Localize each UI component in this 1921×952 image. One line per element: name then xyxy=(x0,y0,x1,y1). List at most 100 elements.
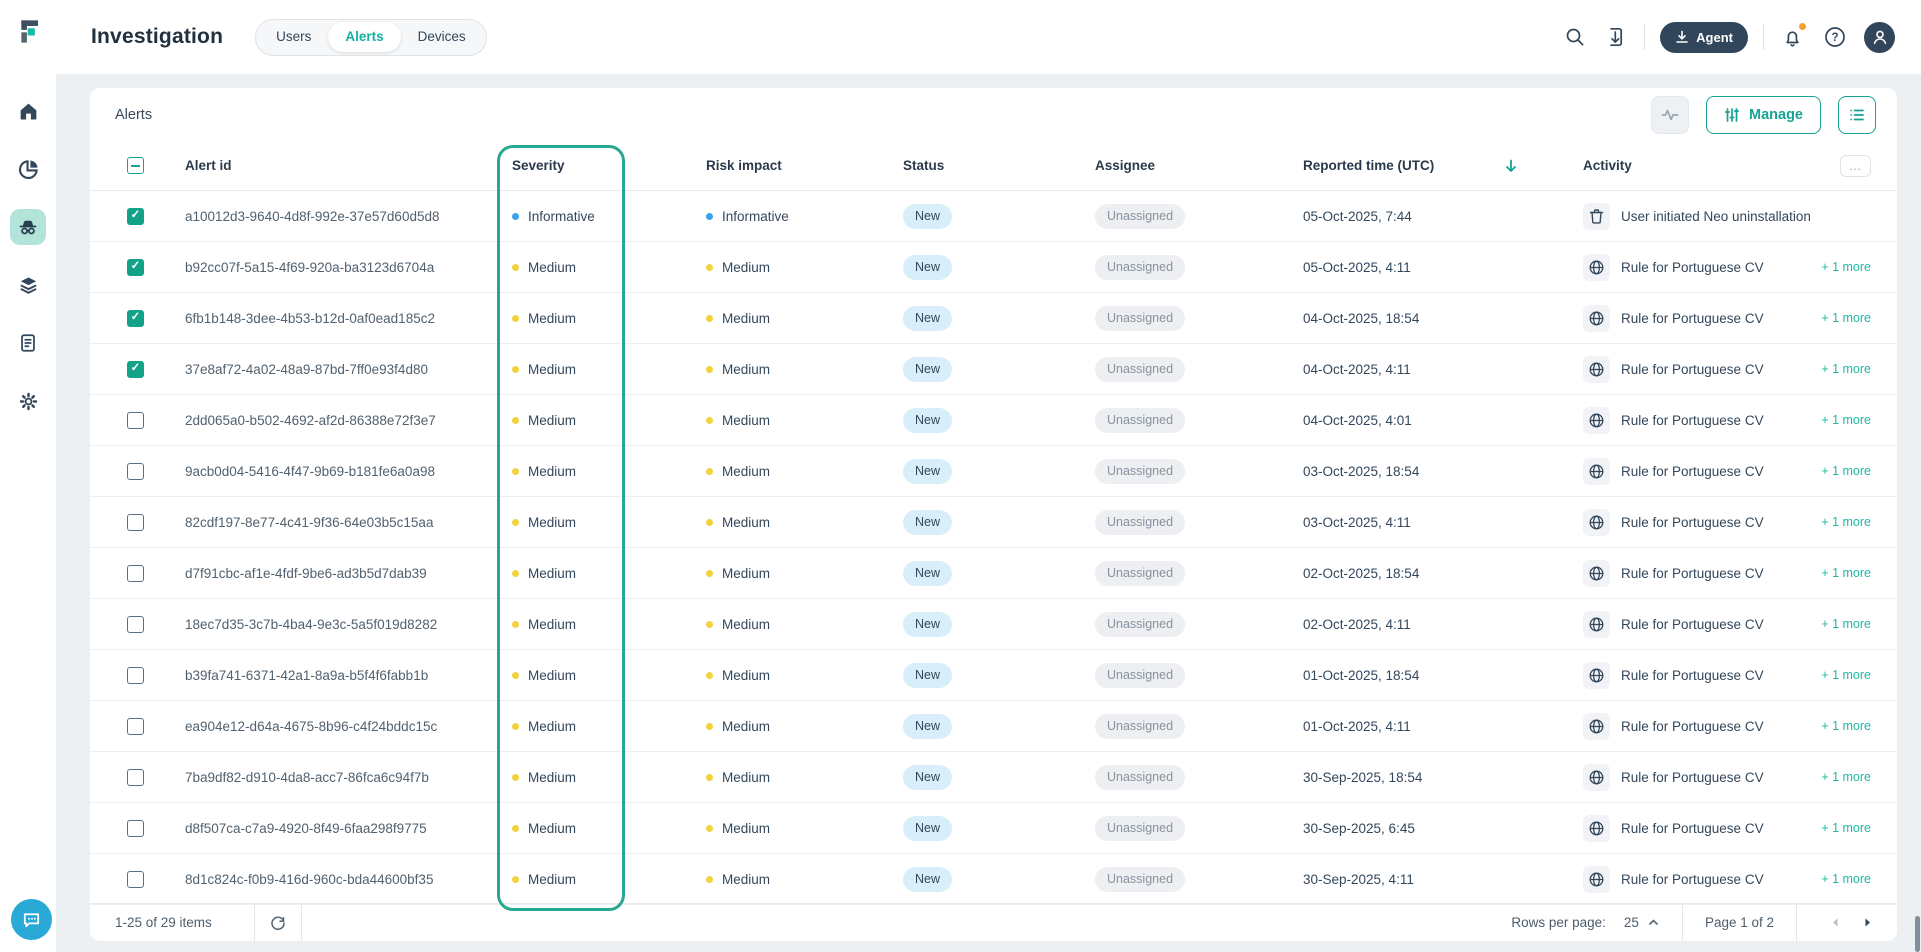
download-report-button[interactable] xyxy=(1603,24,1629,50)
row-checkbox[interactable] xyxy=(127,819,144,837)
reported-time: 02-Oct-2025, 4:11 xyxy=(1303,616,1411,632)
row-checkbox[interactable] xyxy=(127,309,144,327)
more-activities-link[interactable]: + 1 more xyxy=(1821,515,1871,529)
select-all-checkbox[interactable] xyxy=(127,157,144,174)
reported-time: 03-Oct-2025, 18:54 xyxy=(1303,463,1420,479)
notifications-button[interactable] xyxy=(1779,21,1807,51)
row-checkbox[interactable] xyxy=(127,411,144,429)
sidebar-item-home[interactable] xyxy=(10,93,46,129)
risk-impact-cell: Medium xyxy=(706,821,903,836)
risk-impact-dot xyxy=(706,773,713,781)
risk-impact-cell: Informative xyxy=(706,209,903,224)
row-checkbox[interactable] xyxy=(127,666,144,684)
severity-label: Medium xyxy=(528,310,577,326)
activity-pulse-button[interactable] xyxy=(1651,95,1689,134)
more-activities-link[interactable]: + 1 more xyxy=(1821,668,1871,682)
previous-page-button[interactable] xyxy=(1819,904,1851,941)
column-header-reported-time[interactable]: Reported time (UTC) xyxy=(1303,158,1435,173)
activity-text: Rule for Portuguese CV xyxy=(1621,769,1764,785)
column-header-activity[interactable]: Activity xyxy=(1583,158,1632,173)
status-badge: New xyxy=(903,611,953,637)
search-button[interactable] xyxy=(1562,24,1588,50)
more-activities-link[interactable]: + 1 more xyxy=(1821,566,1871,580)
column-header-assignee[interactable]: Assignee xyxy=(1095,158,1156,173)
table-row[interactable]: 8d1c824c-f0b9-416d-960c-bda44600bf35 Med… xyxy=(90,854,1897,905)
row-checkbox[interactable] xyxy=(127,768,144,786)
alert-id: 2dd065a0-b502-4692-af2d-86388e72f3e7 xyxy=(185,412,436,428)
more-activities-link[interactable]: + 1 more xyxy=(1821,770,1871,784)
more-activities-link[interactable]: + 1 more xyxy=(1821,311,1871,325)
column-header-risk-impact[interactable]: Risk impact xyxy=(706,158,782,173)
table-row[interactable]: 18ec7d35-3c7b-4ba4-9e3c-5a5f019d8282 Med… xyxy=(90,599,1897,650)
table-row[interactable]: 82cdf197-8e77-4c41-9f36-64e03b5c15aa Med… xyxy=(90,497,1897,548)
reported-time: 05-Oct-2025, 4:11 xyxy=(1303,259,1411,275)
table-row[interactable]: d8f507ca-c7a9-4920-8f49-6faa298f9775 Med… xyxy=(90,803,1897,854)
row-checkbox[interactable] xyxy=(127,258,144,276)
activity-text: Rule for Portuguese CV xyxy=(1621,616,1764,632)
sidebar-item-analytics[interactable] xyxy=(10,151,46,187)
column-header-status[interactable]: Status xyxy=(903,158,945,173)
table-row[interactable]: 2dd065a0-b502-4692-af2d-86388e72f3e7 Med… xyxy=(90,395,1897,446)
table-row[interactable]: d7f91cbc-af1e-4fdf-9be6-ad3b5d7dab39 Med… xyxy=(90,548,1897,599)
refresh-icon xyxy=(269,914,287,932)
sidebar-item-investigation[interactable] xyxy=(10,209,46,245)
manage-button[interactable]: Manage xyxy=(1706,95,1821,134)
table-row[interactable]: ea904e12-d64a-4675-8b96-c4f24bddc15c Med… xyxy=(90,701,1897,752)
help-button[interactable]: ? xyxy=(1821,23,1849,51)
row-checkbox[interactable] xyxy=(127,513,144,531)
next-page-button[interactable] xyxy=(1851,904,1883,941)
table-row[interactable]: 37e8af72-4a02-48a9-87bd-7ff0e93f4d80 Med… xyxy=(90,344,1897,395)
more-activities-link[interactable]: + 1 more xyxy=(1821,260,1871,274)
risk-impact-cell: Medium xyxy=(706,617,903,632)
row-checkbox[interactable] xyxy=(127,462,144,480)
column-header-severity[interactable]: Severity xyxy=(512,158,565,173)
sidebar-item-settings[interactable] xyxy=(10,383,46,419)
risk-impact-dot xyxy=(706,722,713,730)
more-activities-link[interactable]: + 1 more xyxy=(1821,464,1871,478)
status-badge: New xyxy=(903,815,953,841)
rows-per-page-select[interactable]: 25 xyxy=(1624,915,1660,930)
refresh-button[interactable] xyxy=(255,904,301,941)
more-activities-link[interactable]: + 1 more xyxy=(1821,821,1871,835)
more-activities-link[interactable]: + 1 more xyxy=(1821,413,1871,427)
table-row[interactable]: 7ba9df82-d910-4da8-acc7-86fca6c94f7b Med… xyxy=(90,752,1897,803)
table-row[interactable]: 6fb1b148-3dee-4b53-b12d-0af0ead185c2 Med… xyxy=(90,293,1897,344)
chat-support-button[interactable] xyxy=(11,899,52,940)
status-badge: New xyxy=(903,203,953,229)
risk-impact-cell: Medium xyxy=(706,260,903,275)
list-view-button[interactable] xyxy=(1838,95,1876,134)
agent-button[interactable]: Agent xyxy=(1660,21,1748,53)
table-row[interactable]: 9acb0d04-5416-4f47-9b69-b181fe6a0a98 Med… xyxy=(90,446,1897,497)
row-checkbox[interactable] xyxy=(127,717,144,735)
row-checkbox[interactable] xyxy=(127,207,144,225)
severity-cell: Medium xyxy=(512,770,706,785)
user-avatar[interactable] xyxy=(1864,21,1895,53)
row-checkbox[interactable] xyxy=(127,615,144,633)
column-options-button[interactable]: … xyxy=(1840,154,1871,177)
activity-text: Rule for Portuguese CV xyxy=(1621,820,1764,836)
sort-descending-button[interactable] xyxy=(1503,158,1519,174)
table-row[interactable]: b92cc07f-5a15-4f69-920a-ba3123d6704a Med… xyxy=(90,242,1897,293)
pagination-left: 1-25 of 29 items xyxy=(90,904,302,941)
sidebar-item-layers[interactable] xyxy=(10,267,46,303)
severity-label: Medium xyxy=(528,616,577,632)
vertical-scrollbar-thumb[interactable] xyxy=(1915,916,1920,952)
tab-alerts[interactable]: Alerts xyxy=(328,22,401,52)
globe-icon xyxy=(1583,355,1610,383)
row-checkbox[interactable] xyxy=(127,564,144,582)
alert-id: b92cc07f-5a15-4f69-920a-ba3123d6704a xyxy=(185,259,435,275)
row-checkbox[interactable] xyxy=(127,870,144,888)
table-row[interactable]: a10012d3-9640-4d8f-992e-37e57d60d5d8 Inf… xyxy=(90,191,1897,242)
more-activities-link[interactable]: + 1 more xyxy=(1821,719,1871,733)
sidebar-item-reports[interactable] xyxy=(10,325,46,361)
more-activities-link[interactable]: + 1 more xyxy=(1821,617,1871,631)
table-row[interactable]: b39fa741-6371-42a1-8a9a-b5f4f6fabb1b Med… xyxy=(90,650,1897,701)
column-header-alert-id[interactable]: Alert id xyxy=(185,158,232,173)
severity-label: Medium xyxy=(528,718,577,734)
assignee-badge: Unassigned xyxy=(1095,356,1186,382)
tab-devices[interactable]: Devices xyxy=(401,22,483,52)
tab-users[interactable]: Users xyxy=(259,22,328,52)
more-activities-link[interactable]: + 1 more xyxy=(1821,872,1871,886)
row-checkbox[interactable] xyxy=(127,360,144,378)
more-activities-link[interactable]: + 1 more xyxy=(1821,362,1871,376)
